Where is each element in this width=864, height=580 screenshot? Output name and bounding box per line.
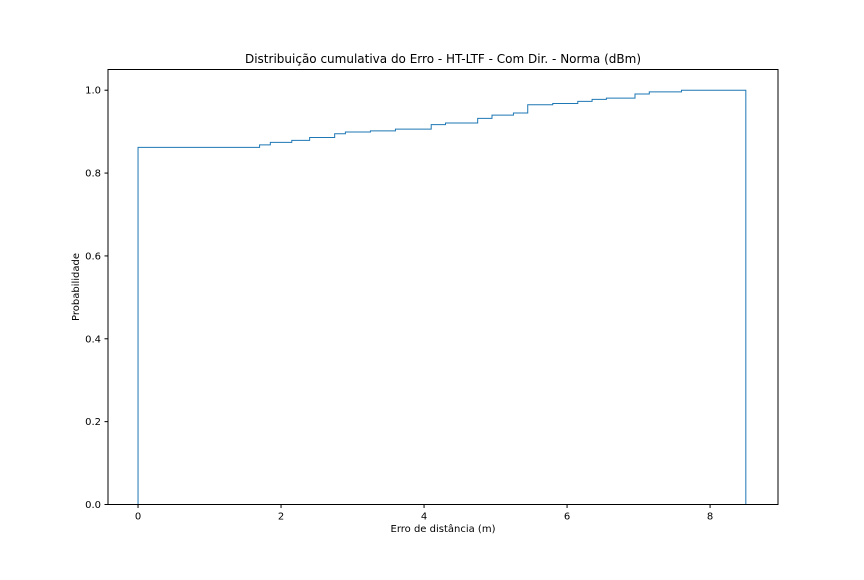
y-axis-label: Probabilidade bbox=[71, 253, 82, 321]
x-tick-label: 2 bbox=[278, 512, 284, 523]
y-tick-label: 1.0 bbox=[85, 86, 101, 97]
x-tick-label: 8 bbox=[707, 512, 713, 523]
cdf-step-line-0 bbox=[137, 89, 747, 505]
chart-title: Distribuição cumulativa do Erro - HT-LTF… bbox=[245, 52, 641, 66]
y-tick-label: 0.2 bbox=[85, 417, 101, 428]
plot-area bbox=[108, 69, 778, 505]
y-tick-label: 0.0 bbox=[85, 500, 101, 511]
x-tick-label: 6 bbox=[564, 512, 570, 523]
y-tick-label: 0.4 bbox=[85, 334, 101, 345]
y-tick-label: 0.6 bbox=[85, 251, 101, 262]
axes-frame bbox=[107, 69, 779, 505]
x-axis-label: Erro de distância (m) bbox=[391, 523, 496, 535]
x-tick-label: 0 bbox=[135, 512, 141, 523]
x-tick-label: 4 bbox=[421, 512, 427, 523]
y-tick-label: 0.8 bbox=[85, 169, 101, 180]
